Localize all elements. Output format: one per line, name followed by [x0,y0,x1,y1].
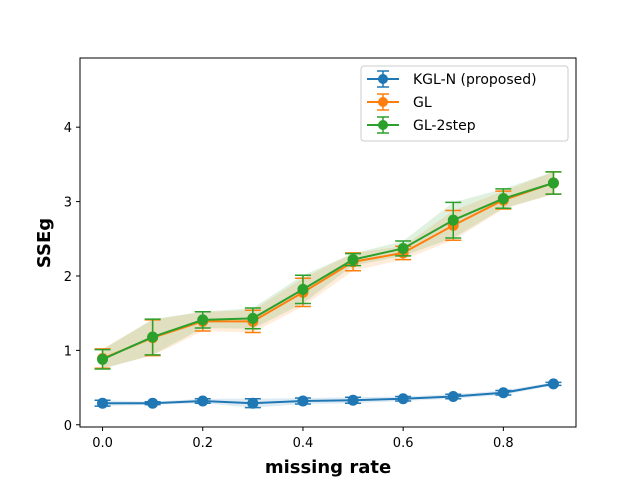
series-2-band [102,171,554,369]
x-tick-label: 0.0 [92,436,113,451]
data-point [447,390,459,402]
series-line [102,182,554,360]
data-point [147,331,159,343]
data-point [547,177,559,189]
data-point [197,314,209,326]
data-point [497,193,509,205]
series-line [102,382,554,405]
data-point [397,393,409,405]
x-axis: 0.0 0.2 0.4 0.6 0.8 [92,427,514,451]
series-0 [94,378,562,409]
y-tick-label: 2 [64,270,72,285]
legend-label: GL [413,95,432,111]
legend-marker [378,97,388,107]
series-layer [94,171,562,409]
x-tick-label: 0.8 [493,436,514,451]
x-tick-label: 0.2 [192,436,213,451]
y-tick-label: 0 [64,419,72,434]
legend-label: KGL-N (proposed) [413,72,537,88]
data-point [247,397,259,409]
data-point [297,395,309,407]
data-point [147,397,159,409]
legend-label: GL-2step [413,118,476,134]
plot-frame [79,57,577,428]
data-point [197,395,209,407]
legend-marker [378,74,388,84]
legend-frame [360,65,569,142]
data-point [247,312,259,324]
y-tick-label: 3 [64,196,72,211]
data-point [547,378,559,390]
series-line [102,182,554,361]
data-point [447,214,459,226]
data-point [97,353,109,365]
legend-marker [378,120,388,130]
data-point [397,242,409,254]
y-tick-label: 4 [64,121,72,136]
data-point [297,283,309,295]
data-point [347,254,359,266]
y-axis: 0 1 2 3 4 [64,121,80,434]
data-point [97,397,109,409]
y-tick-label: 1 [64,344,72,359]
y-axis-label: SSEg [34,218,55,268]
series-2 [94,171,562,370]
x-axis-label: missing rate [265,457,391,478]
legend: KGL-N (proposed) GL GL-2step [360,65,569,142]
x-tick-label: 0.4 [293,436,314,451]
x-tick-label: 0.6 [393,436,414,451]
data-point [497,387,509,399]
data-point [347,394,359,406]
